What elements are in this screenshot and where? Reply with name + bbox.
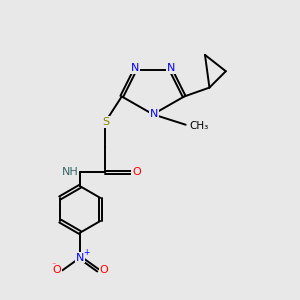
Text: CH₃: CH₃ — [189, 121, 208, 131]
Text: N: N — [131, 63, 139, 73]
Text: N: N — [167, 63, 175, 73]
Text: O: O — [100, 266, 108, 275]
Text: S: S — [102, 117, 109, 127]
Text: NH: NH — [62, 167, 79, 177]
Text: N: N — [76, 253, 84, 262]
Text: N: N — [150, 109, 159, 119]
Text: ⁻: ⁻ — [51, 260, 56, 269]
Text: O: O — [52, 266, 61, 275]
Text: +: + — [83, 248, 89, 257]
Text: O: O — [132, 167, 141, 177]
